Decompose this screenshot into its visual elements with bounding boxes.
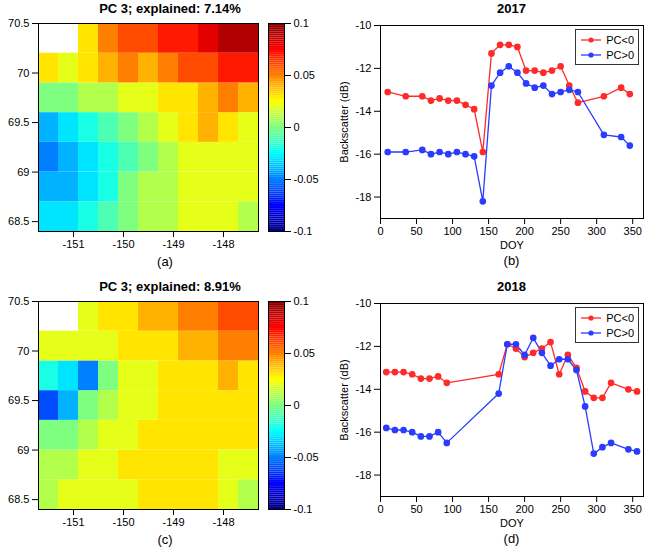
- svg-text:69: 69: [17, 166, 29, 178]
- svg-text:0: 0: [294, 121, 300, 133]
- svg-text:-0.05: -0.05: [294, 173, 319, 185]
- html-text:(d): (d): [503, 531, 520, 546]
- svg-text:-151: -151: [62, 238, 84, 250]
- svg-text:0: 0: [377, 225, 383, 237]
- svg-text:300: 300: [587, 225, 605, 237]
- svg-text:150: 150: [479, 503, 497, 515]
- svg-text:-149: -149: [162, 516, 184, 528]
- svg-text:-12: -12: [356, 62, 372, 74]
- svg-text:69.5: 69.5: [8, 116, 29, 128]
- html-text:PC 3; explained: 8.91%: PC 3; explained: 8.91%: [99, 279, 241, 294]
- svg-text:-148: -148: [212, 238, 234, 250]
- svg-text:50: 50: [410, 503, 422, 515]
- svg-text:Backscatter (dB): Backscatter (dB): [338, 359, 350, 440]
- html-text:2018: 2018: [497, 279, 526, 294]
- svg-text:-0.05: -0.05: [294, 451, 319, 463]
- svg-text:0: 0: [294, 399, 300, 411]
- html-text:2017: 2017: [497, 1, 526, 16]
- svg-text:DOY: DOY: [500, 517, 525, 529]
- svg-text:-18: -18: [356, 469, 372, 481]
- svg-text:100: 100: [443, 503, 461, 515]
- svg-text:350: 350: [624, 503, 642, 515]
- svg-text:-0.1: -0.1: [294, 225, 313, 237]
- svg-text:-14: -14: [356, 383, 372, 395]
- svg-text:0.1: 0.1: [294, 17, 309, 29]
- svg-text:200: 200: [515, 225, 533, 237]
- html-text:(a): (a): [157, 254, 173, 269]
- html-text:PC<0: PC<0: [606, 33, 634, 46]
- svg-text:-18: -18: [356, 191, 372, 203]
- html-text:(c): (c): [157, 532, 173, 547]
- svg-text:-150: -150: [112, 516, 134, 528]
- svg-text:70: 70: [17, 345, 29, 357]
- svg-text:69: 69: [17, 444, 29, 456]
- svg-text:-14: -14: [356, 105, 372, 117]
- svg-text:69.5: 69.5: [8, 394, 29, 406]
- svg-text:70.5: 70.5: [8, 295, 29, 307]
- svg-text:-12: -12: [356, 340, 372, 352]
- svg-text:-16: -16: [356, 426, 372, 438]
- svg-text:100: 100: [443, 225, 461, 237]
- svg-text:-16: -16: [356, 148, 372, 160]
- html-text:PC 3; explained: 7.14%: PC 3; explained: 7.14%: [99, 1, 241, 16]
- svg-text:70.5: 70.5: [8, 17, 29, 29]
- svg-text:68.5: 68.5: [8, 493, 29, 505]
- svg-text:250: 250: [551, 225, 569, 237]
- html-text:PC>0: PC>0: [606, 48, 634, 61]
- svg-text:200: 200: [515, 503, 533, 515]
- svg-text:DOY: DOY: [500, 239, 525, 251]
- svg-text:-149: -149: [162, 238, 184, 250]
- html-text:PC>0: PC>0: [606, 326, 634, 339]
- svg-text:0.1: 0.1: [294, 295, 309, 307]
- svg-text:250: 250: [551, 503, 569, 515]
- svg-text:0: 0: [377, 503, 383, 515]
- svg-text:0.05: 0.05: [294, 347, 315, 359]
- svg-text:150: 150: [479, 225, 497, 237]
- svg-text:-150: -150: [112, 238, 134, 250]
- svg-text:0.05: 0.05: [294, 69, 315, 81]
- svg-text:-151: -151: [62, 516, 84, 528]
- svg-text:-10: -10: [356, 19, 372, 31]
- svg-text:-0.1: -0.1: [294, 503, 313, 515]
- svg-text:-10: -10: [356, 297, 372, 309]
- svg-text:68.5: 68.5: [8, 215, 29, 227]
- html-text:PC<0: PC<0: [606, 311, 634, 324]
- html-text:(b): (b): [503, 253, 520, 268]
- svg-text:70: 70: [17, 67, 29, 79]
- svg-text:Backscatter (dB): Backscatter (dB): [338, 81, 350, 162]
- svg-text:50: 50: [410, 225, 422, 237]
- svg-text:-148: -148: [212, 516, 234, 528]
- svg-text:300: 300: [587, 503, 605, 515]
- svg-text:350: 350: [624, 225, 642, 237]
